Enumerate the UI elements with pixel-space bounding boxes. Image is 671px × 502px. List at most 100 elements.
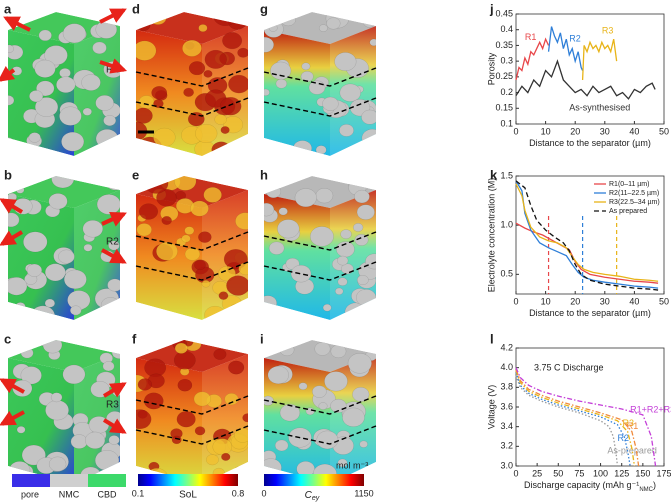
particle xyxy=(213,348,227,360)
particle xyxy=(44,298,56,308)
particle xyxy=(111,346,120,359)
panel-label: f xyxy=(132,331,137,346)
particle xyxy=(211,141,231,156)
particle xyxy=(103,115,117,127)
particle xyxy=(280,12,296,27)
particle xyxy=(212,438,233,456)
particle xyxy=(15,302,26,312)
particle xyxy=(363,16,376,28)
particle xyxy=(92,41,107,55)
x-axis-label-sub: NMC xyxy=(639,487,653,493)
particle xyxy=(156,188,177,207)
region-boundary xyxy=(263,231,377,251)
particle xyxy=(56,76,76,94)
particle xyxy=(220,126,230,134)
particle xyxy=(149,12,167,25)
particle xyxy=(95,20,118,39)
particle xyxy=(264,36,275,53)
panel-label: l xyxy=(490,331,494,346)
y-tick-label: 0.35 xyxy=(495,40,513,50)
x-axis-label: Distance to the separator (µm) xyxy=(529,308,651,318)
y-tick-label: 1.5 xyxy=(500,170,513,180)
y-axis-label: Electrolyte concentration (M) xyxy=(486,178,496,293)
particle xyxy=(354,189,370,204)
series-line xyxy=(515,222,659,284)
panel-label: c xyxy=(4,331,11,346)
particle xyxy=(242,413,248,423)
particle xyxy=(8,137,15,149)
legend-label: NMC xyxy=(59,489,80,499)
particle xyxy=(193,391,211,407)
particle xyxy=(62,23,87,44)
particle xyxy=(355,288,376,307)
series-line xyxy=(515,367,657,467)
particle xyxy=(334,287,344,295)
particle xyxy=(188,61,206,76)
particle xyxy=(213,12,238,27)
particle xyxy=(369,38,376,47)
x-tick-label: 50 xyxy=(553,468,563,478)
particle xyxy=(81,74,101,91)
cube-face xyxy=(8,176,120,208)
plot-frame xyxy=(515,13,665,125)
particle xyxy=(316,430,339,450)
region-boundary xyxy=(263,97,377,117)
cube-face xyxy=(202,354,248,484)
particle xyxy=(151,85,168,100)
region-label: R2 xyxy=(106,237,119,248)
panel-label: j xyxy=(489,1,494,16)
y-tick-label: 0.5 xyxy=(500,269,513,279)
x-tick-label: 50 xyxy=(659,296,669,306)
y-tick-label: 3.0 xyxy=(500,460,513,470)
particle xyxy=(275,78,288,89)
x-axis-label: Distance to the separator (µm) xyxy=(529,138,651,148)
particle xyxy=(279,343,295,357)
series-label: As-prepared xyxy=(607,446,657,456)
x-axis-label: ) xyxy=(653,480,656,490)
particle xyxy=(28,132,41,143)
legend-label: CBD xyxy=(97,489,117,499)
legend-label: R3(22.5–34 µm) xyxy=(609,199,660,206)
region-boundary xyxy=(263,395,377,415)
particle xyxy=(26,263,43,277)
legend-label: R1(0–11 µm) xyxy=(609,181,649,188)
particle xyxy=(340,229,352,240)
x-tick-label: 30 xyxy=(600,296,610,306)
particle xyxy=(309,226,334,247)
particle xyxy=(144,176,169,194)
series-line xyxy=(515,372,631,467)
particle xyxy=(339,123,354,137)
particle xyxy=(8,212,20,228)
particle xyxy=(228,360,245,375)
particle xyxy=(100,297,120,314)
particle xyxy=(176,411,196,428)
series-line xyxy=(515,37,550,81)
particle xyxy=(337,255,349,266)
x-tick-label: 10 xyxy=(541,296,551,306)
particle xyxy=(20,347,34,359)
particle xyxy=(195,123,218,144)
y-tick-label: 0.45 xyxy=(495,8,513,18)
particle xyxy=(314,341,331,356)
colorbar: 0 1150 Cey mol m⁻³ xyxy=(261,460,373,501)
y-tick-label: 0.1 xyxy=(500,118,513,128)
particle xyxy=(61,131,85,152)
region-boundary xyxy=(135,425,249,445)
particle xyxy=(30,305,56,320)
particle xyxy=(277,219,300,239)
legend-label: R2(11–22.5 µm) xyxy=(609,190,659,197)
particle xyxy=(190,200,209,217)
y-tick-label: 0.25 xyxy=(495,71,513,81)
particle xyxy=(105,176,120,191)
particle xyxy=(219,340,230,348)
particle xyxy=(95,129,119,149)
particle xyxy=(184,247,201,261)
x-tick-label: 20 xyxy=(570,296,580,306)
plot-frame xyxy=(515,175,665,295)
particle xyxy=(292,140,313,156)
particle xyxy=(59,106,82,126)
colorbar-label: C xyxy=(305,490,313,501)
y-tick-label: 3.6 xyxy=(500,401,513,411)
series-line xyxy=(515,370,636,467)
particle xyxy=(356,274,369,286)
